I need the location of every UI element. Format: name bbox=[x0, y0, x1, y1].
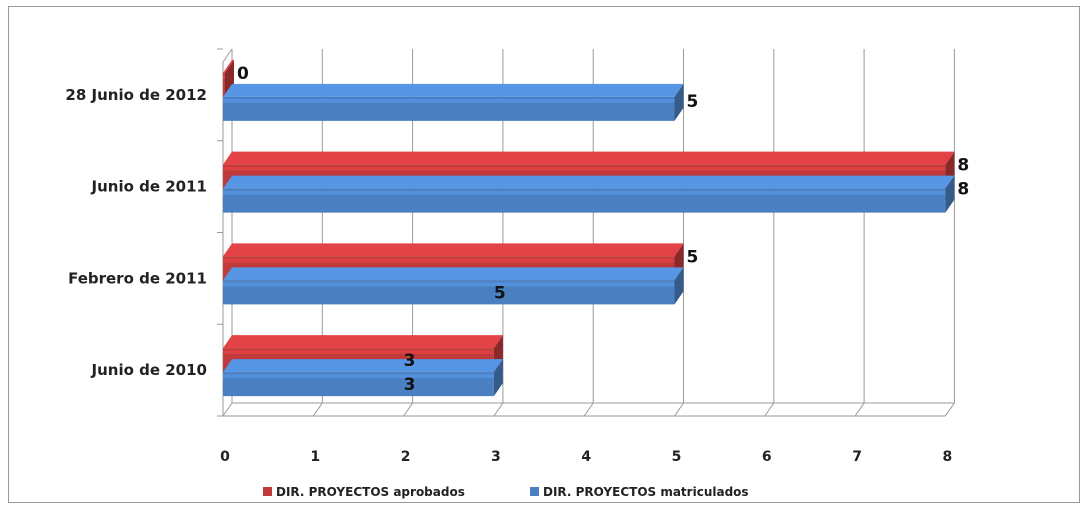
bar-aprobados-0-top bbox=[223, 335, 503, 349]
bars-layer bbox=[223, 59, 955, 397]
floor-line-0 bbox=[222, 402, 233, 417]
bar-matriculados-3 bbox=[223, 83, 684, 121]
bar-aprobados-3-side bbox=[225, 59, 234, 97]
bar-aprobados-1-highlight bbox=[223, 258, 675, 263]
chart-frame: 0 1 2 3 4 5 6 7 8 Junio de 2010 Febrero de 2011 Jun… bbox=[8, 6, 1080, 503]
bar-aprobados-2-top bbox=[223, 151, 955, 165]
bar-matriculados-1-highlight bbox=[223, 282, 675, 287]
floor-line-3 bbox=[493, 402, 504, 417]
bar-matriculados-0 bbox=[223, 359, 503, 397]
data-label-matriculados-3: 5 bbox=[687, 92, 699, 112]
data-label-aprobados-0: 3 bbox=[404, 351, 416, 371]
bar-matriculados-3-side bbox=[674, 83, 684, 121]
x-tick-label-2: 2 bbox=[401, 449, 411, 465]
x-tick-label-8: 8 bbox=[943, 449, 953, 465]
floor-line-4 bbox=[583, 402, 594, 417]
bar-matriculados-2-side bbox=[945, 175, 955, 213]
x-tick-label-4: 4 bbox=[581, 449, 591, 465]
bar-aprobados-3-front bbox=[223, 72, 225, 97]
category-label-2: Junio de 2011 bbox=[91, 178, 208, 196]
bar-matriculados-1-top bbox=[223, 267, 684, 281]
bar-aprobados-1-top bbox=[223, 243, 684, 257]
floor-line-6 bbox=[764, 402, 775, 417]
category-label-1: Febrero de 2011 bbox=[68, 269, 207, 287]
category-label-3: 28 Junio de 2012 bbox=[65, 86, 207, 104]
bar-aprobados-3-top bbox=[223, 59, 234, 73]
bar-matriculados-2-highlight bbox=[223, 190, 946, 195]
legend: DIR. PROYECTOS aprobados DIR. PROYECTOS … bbox=[263, 485, 749, 499]
bar-matriculados-2-top bbox=[223, 175, 955, 189]
floor-line-2 bbox=[403, 402, 414, 417]
x-tick-label-5: 5 bbox=[672, 449, 682, 465]
legend-label-aprobados: DIR. PROYECTOS aprobados bbox=[276, 485, 465, 499]
floor-line-8 bbox=[944, 402, 955, 417]
x-tick-label-3: 3 bbox=[491, 449, 501, 465]
bar-aprobados-3-highlight bbox=[223, 74, 225, 79]
data-label-aprobados-2: 8 bbox=[957, 156, 969, 176]
data-label-aprobados-3: 0 bbox=[237, 64, 249, 84]
bar-matriculados-1-side bbox=[674, 267, 684, 305]
bar-matriculados-1 bbox=[223, 267, 684, 305]
bar-matriculados-3-highlight bbox=[223, 98, 675, 103]
bar-matriculados-0-side bbox=[493, 359, 503, 397]
labels-layer: 3 3 5 5 8 8 0 5 bbox=[237, 64, 969, 395]
grid-layer bbox=[222, 48, 955, 417]
data-label-matriculados-0: 3 bbox=[404, 375, 416, 395]
bar-aprobados-3 bbox=[223, 59, 234, 97]
floor-line-5 bbox=[674, 402, 684, 417]
bar-chart: 0 1 2 3 4 5 6 7 8 Junio de 2010 Febrero de 2011 Jun… bbox=[65, 48, 969, 499]
data-label-matriculados-2: 8 bbox=[957, 180, 969, 200]
legend-swatch-aprobados bbox=[263, 487, 272, 496]
bar-aprobados-0-highlight bbox=[223, 350, 494, 355]
category-label-0: Junio de 2010 bbox=[91, 361, 208, 379]
x-tick-label-7: 7 bbox=[852, 449, 862, 465]
bar-matriculados-3-top bbox=[223, 83, 684, 97]
bar-matriculados-0-highlight bbox=[223, 374, 494, 379]
axis-layer: 0 1 2 3 4 5 6 7 8 Junio de 2010 Febrero de 2011 Jun… bbox=[65, 48, 953, 465]
data-label-matriculados-1: 5 bbox=[494, 283, 506, 303]
bar-matriculados-2 bbox=[223, 175, 955, 213]
data-label-aprobados-1: 5 bbox=[687, 247, 699, 267]
x-tick-label-0: 0 bbox=[220, 449, 230, 465]
bar-matriculados-0-top bbox=[223, 359, 503, 373]
x-tick-label-1: 1 bbox=[310, 449, 320, 465]
left-wall-top bbox=[222, 48, 233, 63]
floor-line-7 bbox=[854, 402, 865, 417]
floor-line-1 bbox=[312, 402, 323, 417]
x-tick-label-6: 6 bbox=[762, 449, 772, 465]
legend-label-matriculados: DIR. PROYECTOS matriculados bbox=[543, 485, 749, 499]
legend-swatch-matriculados bbox=[530, 487, 539, 496]
bar-aprobados-2-highlight bbox=[223, 166, 946, 171]
